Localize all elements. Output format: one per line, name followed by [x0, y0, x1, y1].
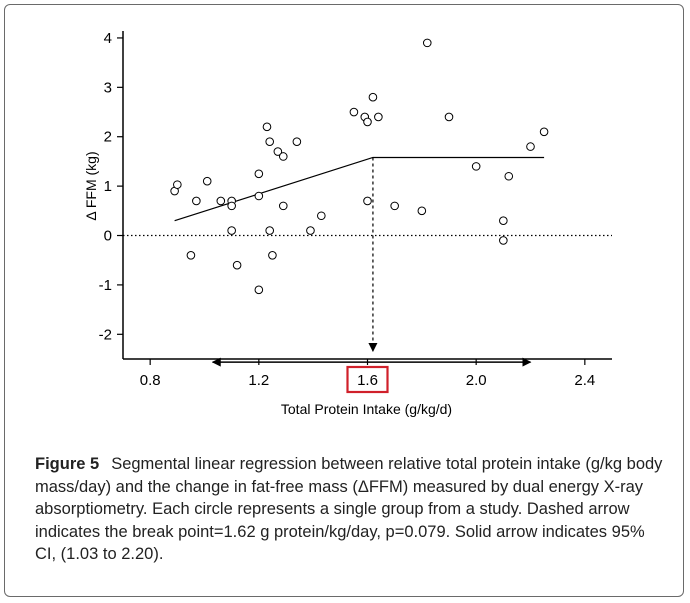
data-point [526, 142, 535, 151]
data-point [216, 196, 226, 206]
data-point [265, 137, 275, 146]
x-tick-label: 0.8 [140, 372, 161, 389]
data-point [363, 196, 372, 206]
data-point [265, 226, 275, 235]
data-point [349, 107, 359, 117]
data-point [186, 250, 196, 260]
y-tick-label: 1 [104, 178, 112, 195]
data-point [444, 112, 454, 122]
caption-text: Segmental linear regression between rela… [35, 455, 663, 563]
data-point [278, 201, 288, 211]
scatter-chart: 0.8 1.2 1.6 2.0 2.4 4 3 2 1 0 -1 -2 Total Protein In… [83, 30, 612, 417]
data-point [368, 92, 378, 102]
data-point [390, 201, 399, 211]
x-axis-title: Total Protein Intake (g/kg/d) [281, 401, 452, 417]
data-point [539, 127, 549, 137]
figure-frame [4, 4, 684, 597]
reference-lines [123, 156, 612, 367]
regression-line [174, 156, 545, 222]
data-point [363, 117, 372, 127]
data-point [278, 152, 288, 161]
y-axis-title: Δ FFM (kg) [83, 151, 99, 220]
data-point [273, 147, 283, 156]
y-tick-label: -1 [99, 277, 112, 294]
y-tick-label: 2 [104, 129, 112, 146]
data-point [417, 206, 427, 216]
y-tick-label: 4 [104, 30, 112, 47]
data-points [170, 38, 549, 295]
data-point [173, 180, 182, 189]
y-tick-label: -2 [99, 326, 112, 343]
data-point [306, 226, 315, 235]
data-point [227, 226, 236, 235]
x-tick-label: 2.4 [574, 372, 595, 389]
highlight-box [346, 365, 389, 394]
data-point [232, 260, 242, 270]
data-point [317, 211, 326, 221]
y-tick-label: 3 [104, 79, 112, 96]
data-point [192, 196, 201, 206]
data-point [254, 169, 264, 179]
data-point [499, 216, 508, 225]
data-point [499, 236, 508, 245]
data-point [268, 250, 277, 260]
data-point [202, 176, 212, 186]
data-point [422, 38, 432, 48]
data-point [471, 162, 481, 171]
x-tick-label: 1.2 [248, 372, 269, 389]
data-point [262, 122, 272, 132]
x-tick-label: 1.6 [357, 372, 378, 389]
data-point [254, 191, 264, 201]
caption-label: Figure 5 [35, 455, 100, 473]
data-point [504, 171, 514, 181]
x-tick-label: 2.0 [466, 372, 487, 389]
data-point [292, 137, 302, 146]
data-point [227, 201, 236, 211]
data-point [254, 285, 264, 295]
figure-caption: Figure 5 Segmental linear regression betw… [35, 453, 665, 566]
y-tick-label: 0 [104, 228, 112, 245]
axis-labels: 0.8 1.2 1.6 2.0 2.4 4 3 2 1 0 -1 -2 Total Protein In… [83, 30, 595, 417]
data-point [374, 112, 383, 122]
